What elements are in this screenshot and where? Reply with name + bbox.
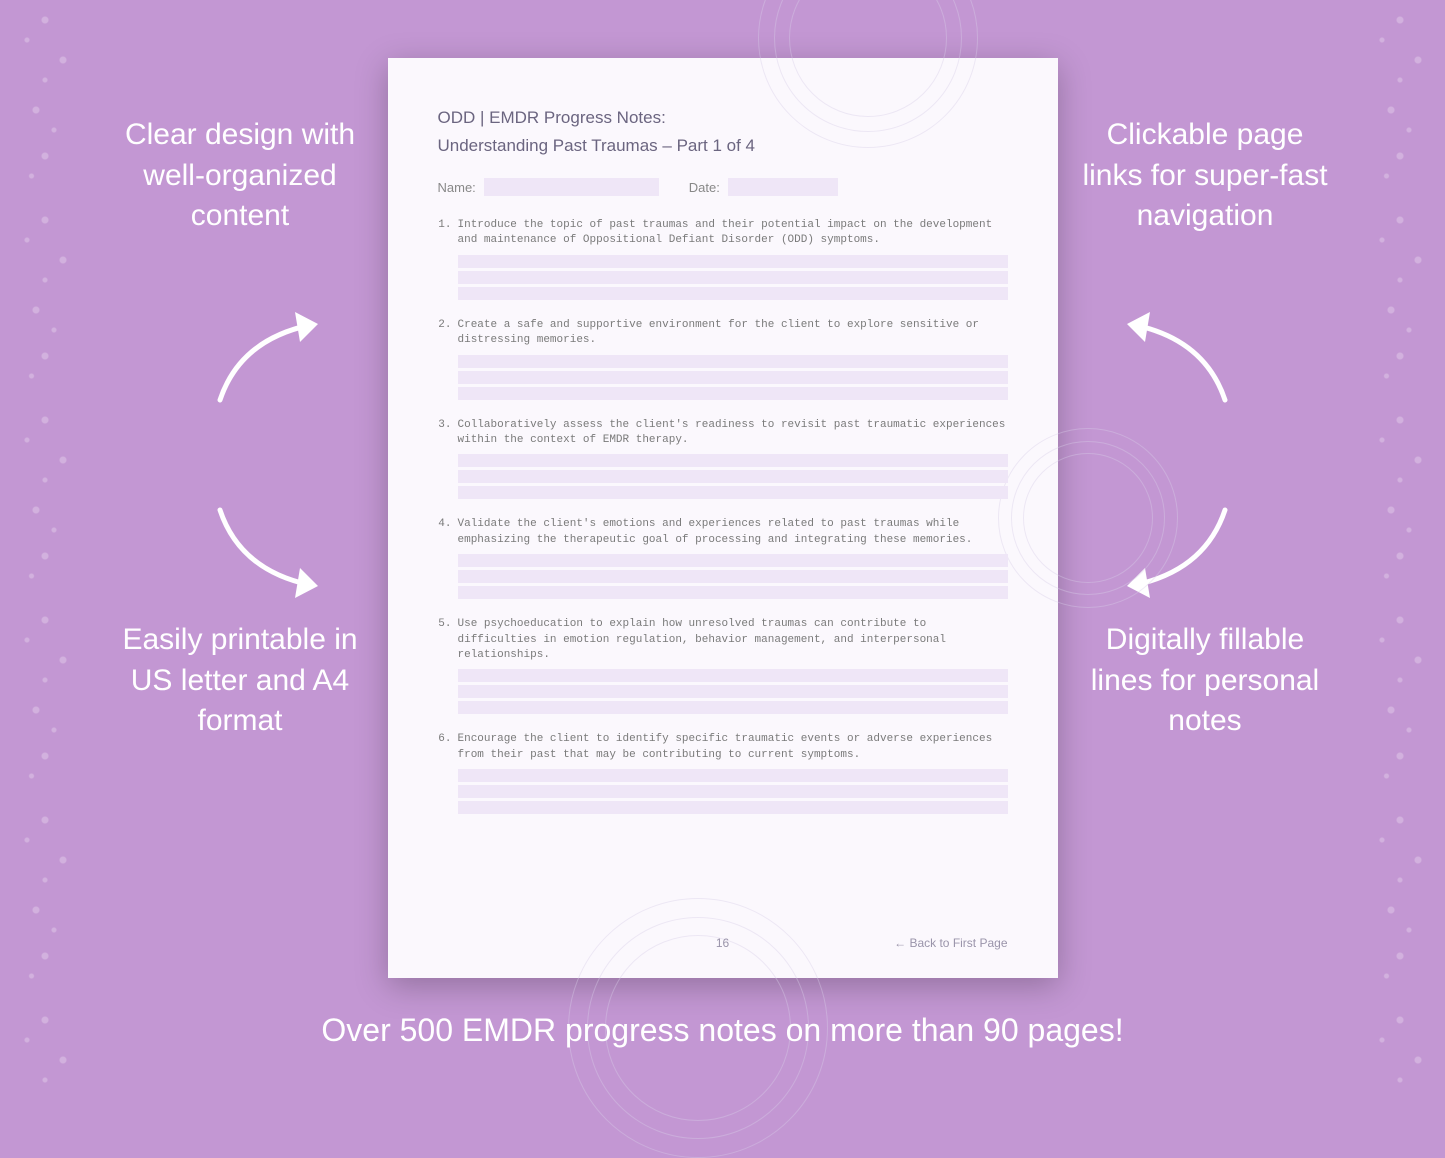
note-item: 2.Create a safe and supportive environme… bbox=[438, 318, 1008, 400]
note-item: 4.Validate the client's emotions and exp… bbox=[438, 517, 1008, 599]
document-subtitle: Understanding Past Traumas – Part 1 of 4 bbox=[438, 136, 1008, 156]
date-input[interactable] bbox=[728, 178, 838, 196]
fillable-line[interactable] bbox=[458, 785, 1008, 798]
item-number: 6. bbox=[438, 732, 452, 763]
item-text: Create a safe and supportive environment… bbox=[458, 318, 1008, 349]
fillable-line[interactable] bbox=[458, 570, 1008, 583]
note-item: 1.Introduce the topic of past traumas an… bbox=[438, 218, 1008, 300]
fillable-line[interactable] bbox=[458, 355, 1008, 368]
fillable-line[interactable] bbox=[458, 371, 1008, 384]
fillable-line[interactable] bbox=[458, 801, 1008, 814]
fillable-line[interactable] bbox=[458, 271, 1008, 284]
document-page: ODD | EMDR Progress Notes: Understanding… bbox=[388, 58, 1058, 978]
fillable-line[interactable] bbox=[458, 255, 1008, 268]
item-text: Encourage the client to identify specifi… bbox=[458, 732, 1008, 763]
page-number: 16 bbox=[716, 936, 729, 950]
item-number: 4. bbox=[438, 517, 452, 548]
callout-top-left: Clear design with well-organized content bbox=[110, 115, 370, 237]
item-text: Validate the client's emotions and exper… bbox=[458, 517, 1008, 548]
item-number: 5. bbox=[438, 617, 452, 663]
fillable-line[interactable] bbox=[458, 586, 1008, 599]
promo-footer: Over 500 EMDR progress notes on more tha… bbox=[0, 1012, 1445, 1049]
arrow-bottom-left-icon bbox=[200, 490, 340, 610]
item-number: 3. bbox=[438, 418, 452, 449]
item-number: 2. bbox=[438, 318, 452, 349]
fillable-line[interactable] bbox=[458, 701, 1008, 714]
item-text: Use psychoeducation to explain how unres… bbox=[458, 617, 1008, 663]
note-item: 6.Encourage the client to identify speci… bbox=[438, 732, 1008, 814]
meta-row: Name: Date: bbox=[438, 178, 1008, 196]
fillable-line[interactable] bbox=[458, 769, 1008, 782]
document-title: ODD | EMDR Progress Notes: bbox=[438, 108, 1008, 128]
fillable-line[interactable] bbox=[458, 470, 1008, 483]
mandala-decoration bbox=[998, 428, 1178, 608]
fillable-line[interactable] bbox=[458, 685, 1008, 698]
fillable-line[interactable] bbox=[458, 387, 1008, 400]
floral-border-right bbox=[1355, 0, 1445, 1084]
callout-bottom-left: Easily printable in US letter and A4 for… bbox=[110, 620, 370, 742]
fillable-line[interactable] bbox=[458, 287, 1008, 300]
floral-border-left bbox=[0, 0, 90, 1084]
item-number: 1. bbox=[438, 218, 452, 249]
callout-bottom-right: Digitally fillable lines for personal no… bbox=[1075, 620, 1335, 742]
item-text: Collaboratively assess the client's read… bbox=[458, 418, 1008, 449]
note-item: 5.Use psychoeducation to explain how unr… bbox=[438, 617, 1008, 714]
name-input[interactable] bbox=[484, 178, 659, 196]
page-footer: 16 ← Back to First Page bbox=[438, 936, 1008, 950]
note-item: 3.Collaboratively assess the client's re… bbox=[438, 418, 1008, 500]
fillable-line[interactable] bbox=[458, 486, 1008, 499]
fillable-line[interactable] bbox=[458, 554, 1008, 567]
callout-top-right: Clickable page links for super-fast navi… bbox=[1075, 115, 1335, 237]
back-to-first-link[interactable]: ← Back to First Page bbox=[894, 936, 1007, 950]
arrow-top-left-icon bbox=[200, 300, 340, 420]
item-text: Introduce the topic of past traumas and … bbox=[458, 218, 1008, 249]
arrow-top-right-icon bbox=[1105, 300, 1245, 420]
fillable-line[interactable] bbox=[458, 454, 1008, 467]
date-label: Date: bbox=[689, 180, 720, 195]
name-label: Name: bbox=[438, 180, 476, 195]
fillable-line[interactable] bbox=[458, 669, 1008, 682]
